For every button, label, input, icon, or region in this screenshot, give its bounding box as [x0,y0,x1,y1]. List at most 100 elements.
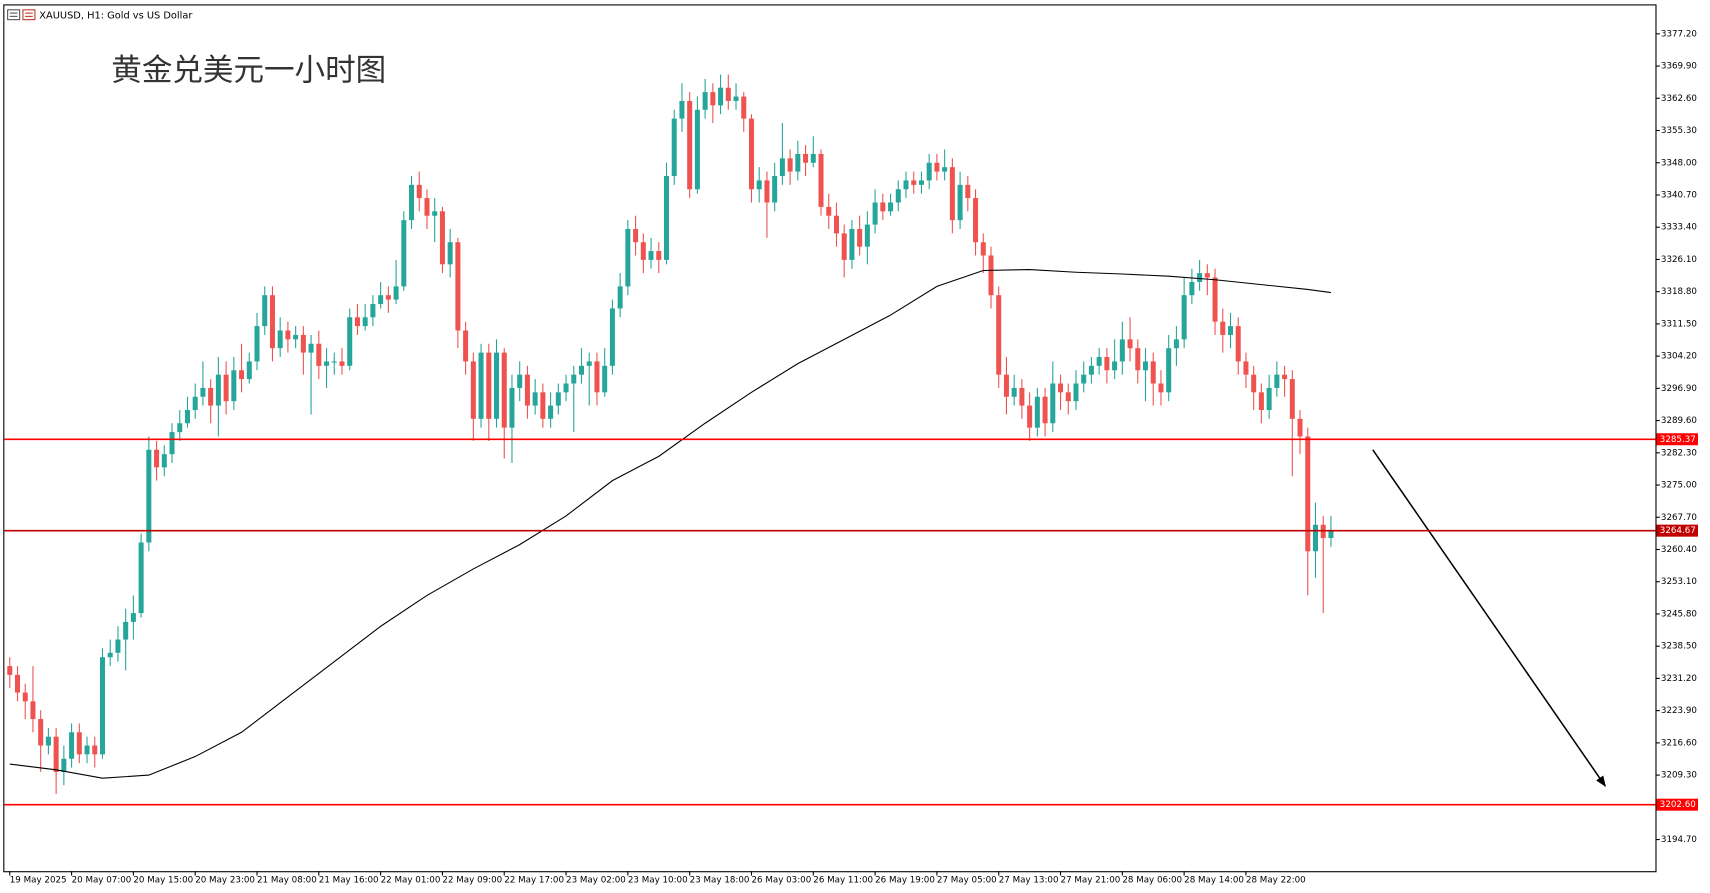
price-level-label: 3264.67 [1660,526,1696,536]
candle-body [293,334,299,340]
candle-body [756,180,762,190]
y-tick-label: 3245.80 [1661,609,1697,619]
x-tick-label: 19 May 2025 [10,875,67,885]
candle-body [370,304,376,318]
x-tick-label: 28 May 14:00 [1184,875,1244,885]
candle-body [795,153,801,172]
candle-body [1135,348,1141,371]
y-tick-label: 3238.50 [1661,642,1697,652]
x-tick-label: 27 May 21:00 [1061,875,1121,885]
candle-body [200,387,206,397]
candle-body [362,317,368,327]
candle-body [895,189,901,203]
candle-body [478,352,484,419]
candle-body [926,162,932,181]
candle-body [22,692,28,702]
candle-body [146,449,152,543]
price-level-tag [1656,433,1698,446]
candle-body [154,449,160,468]
candle-body [748,118,754,190]
candle-body [501,352,507,428]
candle-body [586,361,592,366]
candle-body [633,228,639,243]
candle-body [463,330,469,362]
y-tick-label: 3318.80 [1661,287,1697,297]
candle-body [339,361,345,366]
candle-body [973,198,979,243]
candle-body [1003,374,1009,397]
y-tick-label: 3260.40 [1661,545,1697,555]
candle-body [733,96,739,101]
candle-body [702,92,708,110]
y-tick-label: 3194.70 [1661,835,1697,845]
plot-frame [3,4,1657,873]
price-level-tag [1656,798,1698,811]
candle-body [439,211,445,265]
x-tick-label: 23 May 10:00 [628,875,688,885]
candle-body [779,158,785,177]
trend-arrow [1372,449,1606,787]
candle-body [378,295,384,305]
y-tick-label: 3333.40 [1661,223,1697,233]
candle-body [1227,326,1234,335]
candle-body [1096,357,1102,366]
x-tick-label: 27 May 13:00 [999,875,1059,885]
x-tick-label: 26 May 11:00 [813,875,873,885]
candle-body [710,92,716,106]
candle-body [1297,418,1303,437]
candle-body [401,220,407,287]
candle-body [53,736,59,773]
y-tick-label: 3209.30 [1661,771,1697,781]
candle-body [385,295,391,300]
candle-body [184,409,190,424]
candle-body [609,308,615,366]
candle-body [517,374,523,388]
candle-body [324,361,330,366]
candle-body [1027,405,1033,428]
candle-body [988,255,994,296]
x-tick-label: 22 May 17:00 [504,875,564,885]
y-tick-label: 3275.00 [1661,481,1697,491]
candle-body [1088,365,1094,375]
y-tick-label: 3253.10 [1661,577,1697,587]
candle-body [99,657,105,755]
candle-body [602,365,608,393]
candle-body [1328,530,1334,539]
candle-body [1065,392,1071,402]
candle-body [1019,387,1025,406]
candle-body [671,118,677,177]
candle-body [1104,357,1110,371]
candle-body [61,758,67,773]
candle-body [718,87,724,106]
y-tick-label: 3216.60 [1661,738,1697,748]
y-tick-label: 3348.00 [1661,158,1697,168]
candle-body [888,202,894,212]
candle-body [1042,396,1048,424]
candle-body [880,202,886,212]
x-tick-label: 20 May 23:00 [195,875,255,885]
candle-body [911,180,917,185]
candle-body [354,317,360,327]
candle-body [1058,383,1064,393]
price-level-label: 3285.37 [1660,435,1696,445]
y-tick-label: 3355.30 [1661,126,1697,136]
candle-body [416,184,422,199]
candle-body [509,387,515,428]
price-level-label: 3202.60 [1660,800,1696,810]
candle-body [841,233,847,260]
candle-body [640,242,646,260]
candle-body [1282,374,1288,380]
candle-body [277,330,283,349]
candle-body [470,361,476,419]
candle-body [447,242,453,265]
candle-body [123,621,129,640]
candle-body [494,352,500,419]
candle-body [455,242,461,331]
x-tick-label: 28 May 06:00 [1122,875,1182,885]
candle-body [1011,387,1017,397]
x-tick-label: 27 May 05:00 [937,875,997,885]
candle-body [262,295,268,327]
y-tick-label: 3311.50 [1661,319,1697,329]
candle-body [208,387,214,406]
candle-body [1220,321,1226,335]
